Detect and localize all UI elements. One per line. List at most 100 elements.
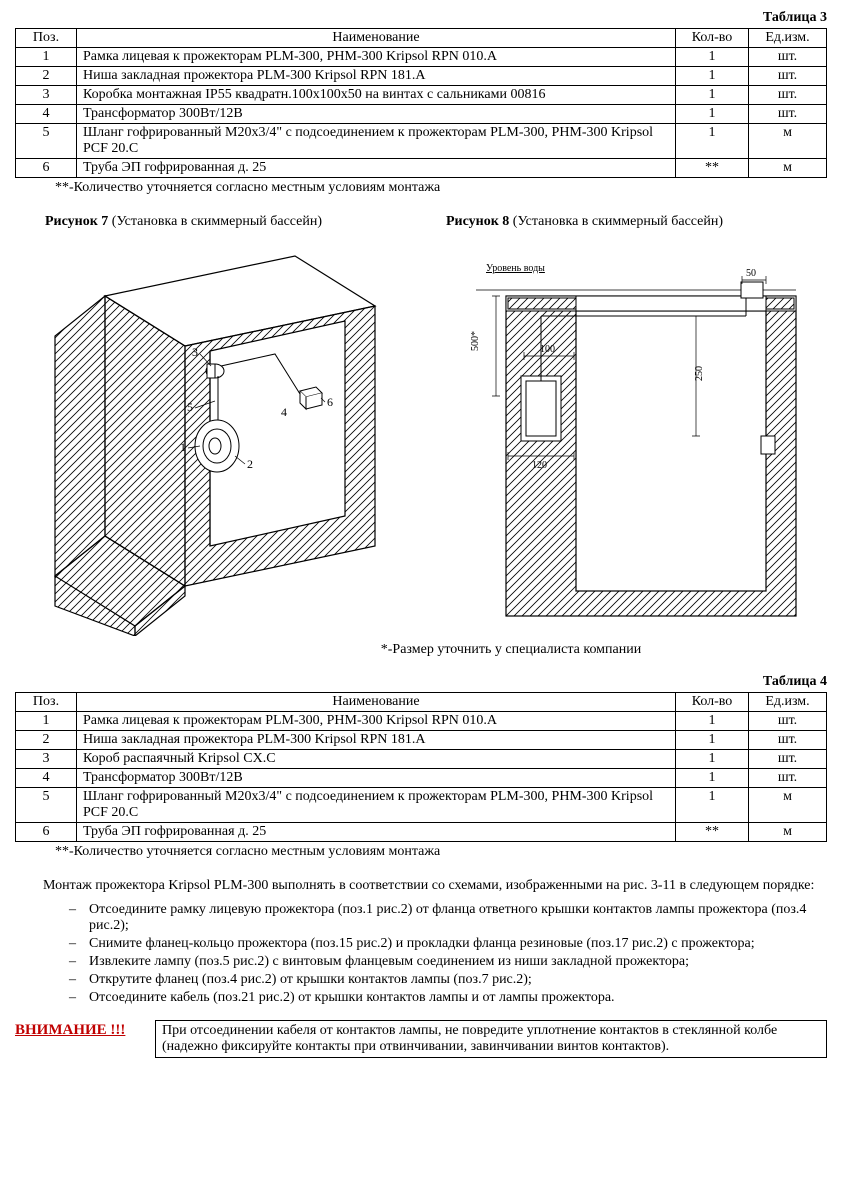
table-row: 3Коробка монтажная IP55 квадратн.100х100… (16, 86, 827, 105)
table-cell: 2 (16, 67, 77, 86)
steps-list: Отсоедините рамку лицевую прожектора (по… (69, 902, 827, 1006)
table-cell: Короб распаячный Kripsol CX.C (77, 750, 676, 769)
t4-h2: Кол-во (676, 693, 749, 712)
fig8-diagram: Уровень воды (446, 236, 826, 636)
fig7-caption: Рисунок 7 (Установка в скиммерный бассей… (45, 214, 426, 230)
t4-h3: Ед.изм. (749, 693, 827, 712)
table-cell: 4 (16, 105, 77, 124)
fig8-label: Рисунок 8 (446, 214, 509, 229)
table-row: 2Ниша закладная прожектора PLM-300 Krips… (16, 67, 827, 86)
table-cell: 1 (676, 712, 749, 731)
table-cell: шт. (749, 731, 827, 750)
list-item: Отсоедините кабель (поз.21 рис.2) от кры… (69, 990, 827, 1006)
table-cell: 1 (676, 769, 749, 788)
table-cell: шт. (749, 67, 827, 86)
table-row: 4Трансформатор 300Вт/12В1шт. (16, 105, 827, 124)
table-cell: 1 (676, 105, 749, 124)
table-cell: м (749, 823, 827, 842)
table-cell: 5 (16, 124, 77, 159)
table-row: 6Труба ЭП гофрированная д. 25**м (16, 159, 827, 178)
warning-label: ВНИМАНИЕ !!! (15, 1020, 155, 1039)
svg-text:2: 2 (247, 457, 253, 471)
svg-text:1: 1 (180, 440, 186, 454)
svg-text:500*: 500* (470, 331, 481, 351)
list-item: Снимите фланец-кольцо прожектора (поз.15… (69, 936, 827, 952)
svg-text:6: 6 (327, 395, 333, 409)
fig7-diagram: 3 5 1 2 4 6 (45, 236, 415, 636)
table-row: 4Трансформатор 300Вт/12В1шт. (16, 769, 827, 788)
intro-paragraph: Монтаж прожектора Kripsol PLM-300 выполн… (15, 878, 827, 894)
table4-footnote: **-Количество уточняется согласно местны… (55, 844, 827, 860)
table-cell: 3 (16, 750, 77, 769)
table-cell: 1 (16, 712, 77, 731)
fig8-desc: (Установка в скиммерный бассейн) (513, 214, 723, 229)
table-cell: м (749, 124, 827, 159)
table-cell: Труба ЭП гофрированная д. 25 (77, 823, 676, 842)
fig8-col: Рисунок 8 (Установка в скиммерный бассей… (446, 214, 827, 636)
svg-text:4: 4 (281, 405, 287, 419)
table-row: 6Труба ЭП гофрированная д. 25**м (16, 823, 827, 842)
svg-text:Уровень воды: Уровень воды (486, 263, 545, 274)
fig7-label: Рисунок 7 (45, 214, 108, 229)
fig7-col: Рисунок 7 (Установка в скиммерный бассей… (45, 214, 426, 636)
table-cell: 2 (16, 731, 77, 750)
table-row: 5Шланг гофрированный М20х3/4" с подсоеди… (16, 124, 827, 159)
table-row: 2Ниша закладная прожектора PLM-300 Krips… (16, 731, 827, 750)
table-cell: Ниша закладная прожектора PLM-300 Kripso… (77, 67, 676, 86)
t4-h0: Поз. (16, 693, 77, 712)
table-cell: 1 (676, 788, 749, 823)
table-row: 5Шланг гофрированный М20х3/4" с подсоеди… (16, 788, 827, 823)
table-row: 3Короб распаячный Kripsol CX.C1шт. (16, 750, 827, 769)
svg-text:5: 5 (187, 400, 193, 414)
warning-box: При отсоединении кабеля от контактов лам… (155, 1020, 827, 1058)
table-cell: шт. (749, 750, 827, 769)
svg-text:120: 120 (532, 460, 547, 471)
table-cell: 6 (16, 159, 77, 178)
table-cell: шт. (749, 769, 827, 788)
warning-row: ВНИМАНИЕ !!! При отсоединении кабеля от … (15, 1020, 827, 1058)
table3-title: Таблица 3 (15, 10, 827, 26)
table-cell: 1 (676, 731, 749, 750)
table-cell: м (749, 159, 827, 178)
table3: Поз. Наименование Кол-во Ед.изм. 1Рамка … (15, 28, 827, 178)
table-cell: 1 (676, 750, 749, 769)
list-item: Отсоедините рамку лицевую прожектора (по… (69, 902, 827, 934)
note-center: *-Размер уточнить у специалиста компании (15, 642, 827, 658)
table-cell: шт. (749, 712, 827, 731)
table-cell: 1 (676, 86, 749, 105)
table-cell: 4 (16, 769, 77, 788)
fig7-desc: (Установка в скиммерный бассейн) (112, 214, 322, 229)
t3-h0: Поз. (16, 29, 77, 48)
table-cell: Труба ЭП гофрированная д. 25 (77, 159, 676, 178)
table-cell: Коробка монтажная IP55 квадратн.100х100х… (77, 86, 676, 105)
table-cell: ** (676, 823, 749, 842)
table-cell: м (749, 788, 827, 823)
table-row: 1Рамка лицевая к прожекторам PLM-300, PH… (16, 48, 827, 67)
table-cell: ** (676, 159, 749, 178)
svg-text:3: 3 (192, 345, 198, 359)
fig8-caption: Рисунок 8 (Установка в скиммерный бассей… (446, 214, 827, 230)
table3-footnote: **-Количество уточняется согласно местны… (55, 180, 827, 196)
table-cell: 1 (676, 124, 749, 159)
svg-text:50: 50 (746, 268, 756, 279)
svg-text:100: 100 (540, 344, 555, 355)
table-cell: Рамка лицевая к прожекторам PLM-300, PHM… (77, 48, 676, 67)
t3-h1: Наименование (77, 29, 676, 48)
t3-h2: Кол-во (676, 29, 749, 48)
table-cell: шт. (749, 86, 827, 105)
table-cell: шт. (749, 105, 827, 124)
table-cell: 1 (676, 48, 749, 67)
table-cell: 3 (16, 86, 77, 105)
svg-text:250: 250 (694, 366, 705, 381)
list-item: Открутите фланец (поз.4 рис.2) от крышки… (69, 972, 827, 988)
table-cell: Рамка лицевая к прожекторам PLM-300, PHM… (77, 712, 676, 731)
table-cell: 1 (16, 48, 77, 67)
figures-row: Рисунок 7 (Установка в скиммерный бассей… (45, 214, 827, 636)
list-item: Извлеките лампу (поз.5 рис.2) с винтовым… (69, 954, 827, 970)
table-cell: 5 (16, 788, 77, 823)
table-row: 1Рамка лицевая к прожекторам PLM-300, PH… (16, 712, 827, 731)
table-cell: шт. (749, 48, 827, 67)
table-cell: Шланг гофрированный М20х3/4" с подсоедин… (77, 788, 676, 823)
t4-h1: Наименование (77, 693, 676, 712)
table-cell: Трансформатор 300Вт/12В (77, 769, 676, 788)
